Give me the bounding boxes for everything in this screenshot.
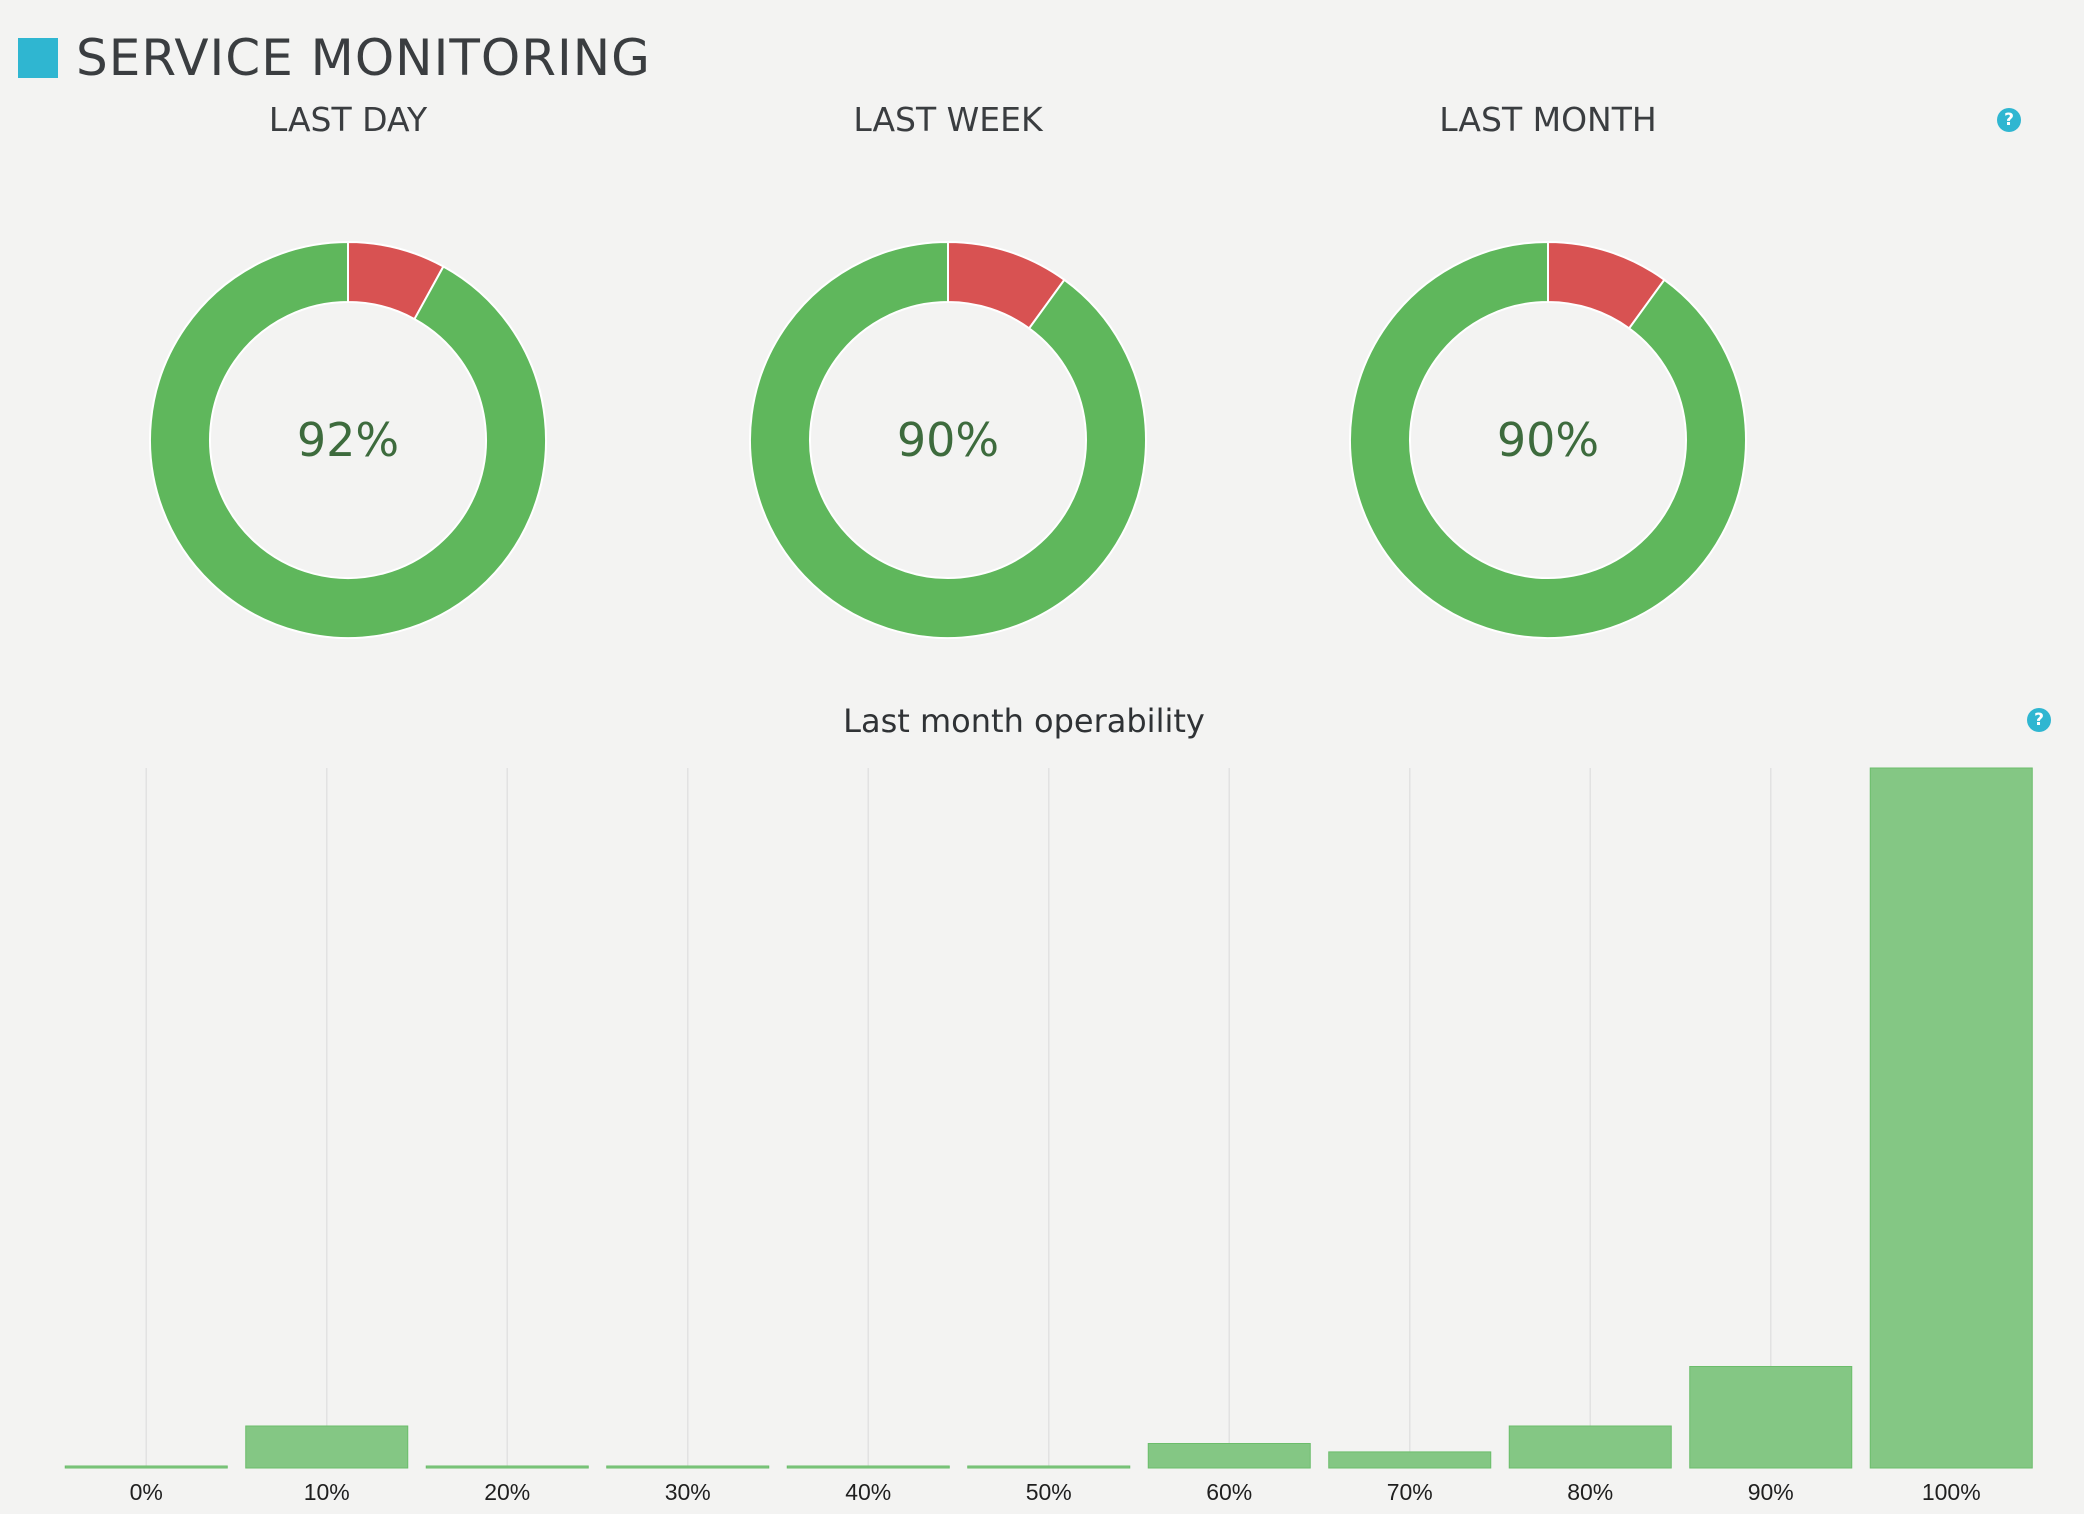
x-tick-label: 20% bbox=[484, 1479, 530, 1505]
page-title: SERVICE MONITORING bbox=[76, 29, 651, 87]
bar[interactable] bbox=[245, 1425, 409, 1469]
donut-chart bbox=[749, 240, 1147, 639]
bar[interactable] bbox=[1869, 767, 2033, 1469]
donut-segment-up bbox=[149, 240, 547, 639]
bar[interactable] bbox=[64, 1465, 228, 1469]
x-tick-label: 100% bbox=[1922, 1479, 1981, 1505]
x-tick-label: 70% bbox=[1387, 1479, 1433, 1505]
bar[interactable] bbox=[1508, 1425, 1672, 1469]
bar[interactable] bbox=[1328, 1451, 1492, 1469]
help-question-icon[interactable]: ? bbox=[2027, 708, 2051, 732]
donut-label: LAST MONTH bbox=[1439, 100, 1657, 139]
bar[interactable] bbox=[967, 1465, 1131, 1469]
x-tick-label: 10% bbox=[304, 1479, 350, 1505]
donut-last-month: LAST MONTH 90% bbox=[1338, 100, 1758, 660]
donut-last-day: LAST DAY 92% bbox=[138, 100, 558, 660]
page-header: SERVICE MONITORING bbox=[18, 28, 651, 88]
donut-segment-up bbox=[1349, 240, 1747, 639]
bar[interactable] bbox=[425, 1465, 589, 1469]
x-tick-label: 90% bbox=[1748, 1479, 1794, 1505]
x-tick-label: 0% bbox=[130, 1479, 163, 1505]
bar[interactable] bbox=[1689, 1366, 1853, 1469]
title-square-icon bbox=[18, 38, 58, 78]
bar[interactable] bbox=[1147, 1443, 1311, 1469]
operability-bar-chart: 0% 10% 20% 30% 40% 50% 60% 70% 80% 90% 100% bbox=[64, 767, 2033, 1505]
x-tick-label: 60% bbox=[1206, 1479, 1252, 1505]
x-tick-label: 30% bbox=[665, 1479, 711, 1505]
help-question-icon[interactable]: ? bbox=[1997, 108, 2021, 132]
bar[interactable] bbox=[606, 1465, 770, 1469]
donut-label: LAST DAY bbox=[268, 100, 428, 139]
donut-segment-up bbox=[749, 240, 1147, 639]
x-tick-label: 80% bbox=[1567, 1479, 1613, 1505]
bar-chart-title: Last month operability bbox=[843, 702, 1205, 740]
bar[interactable] bbox=[786, 1465, 950, 1469]
donut-chart bbox=[1349, 240, 1747, 639]
x-tick-label: 50% bbox=[1026, 1479, 1072, 1505]
donut-last-week: LAST WEEK 90% bbox=[738, 100, 1158, 660]
donut-label: LAST WEEK bbox=[853, 100, 1043, 139]
donut-chart bbox=[149, 240, 547, 639]
x-tick-label: 40% bbox=[845, 1479, 891, 1505]
